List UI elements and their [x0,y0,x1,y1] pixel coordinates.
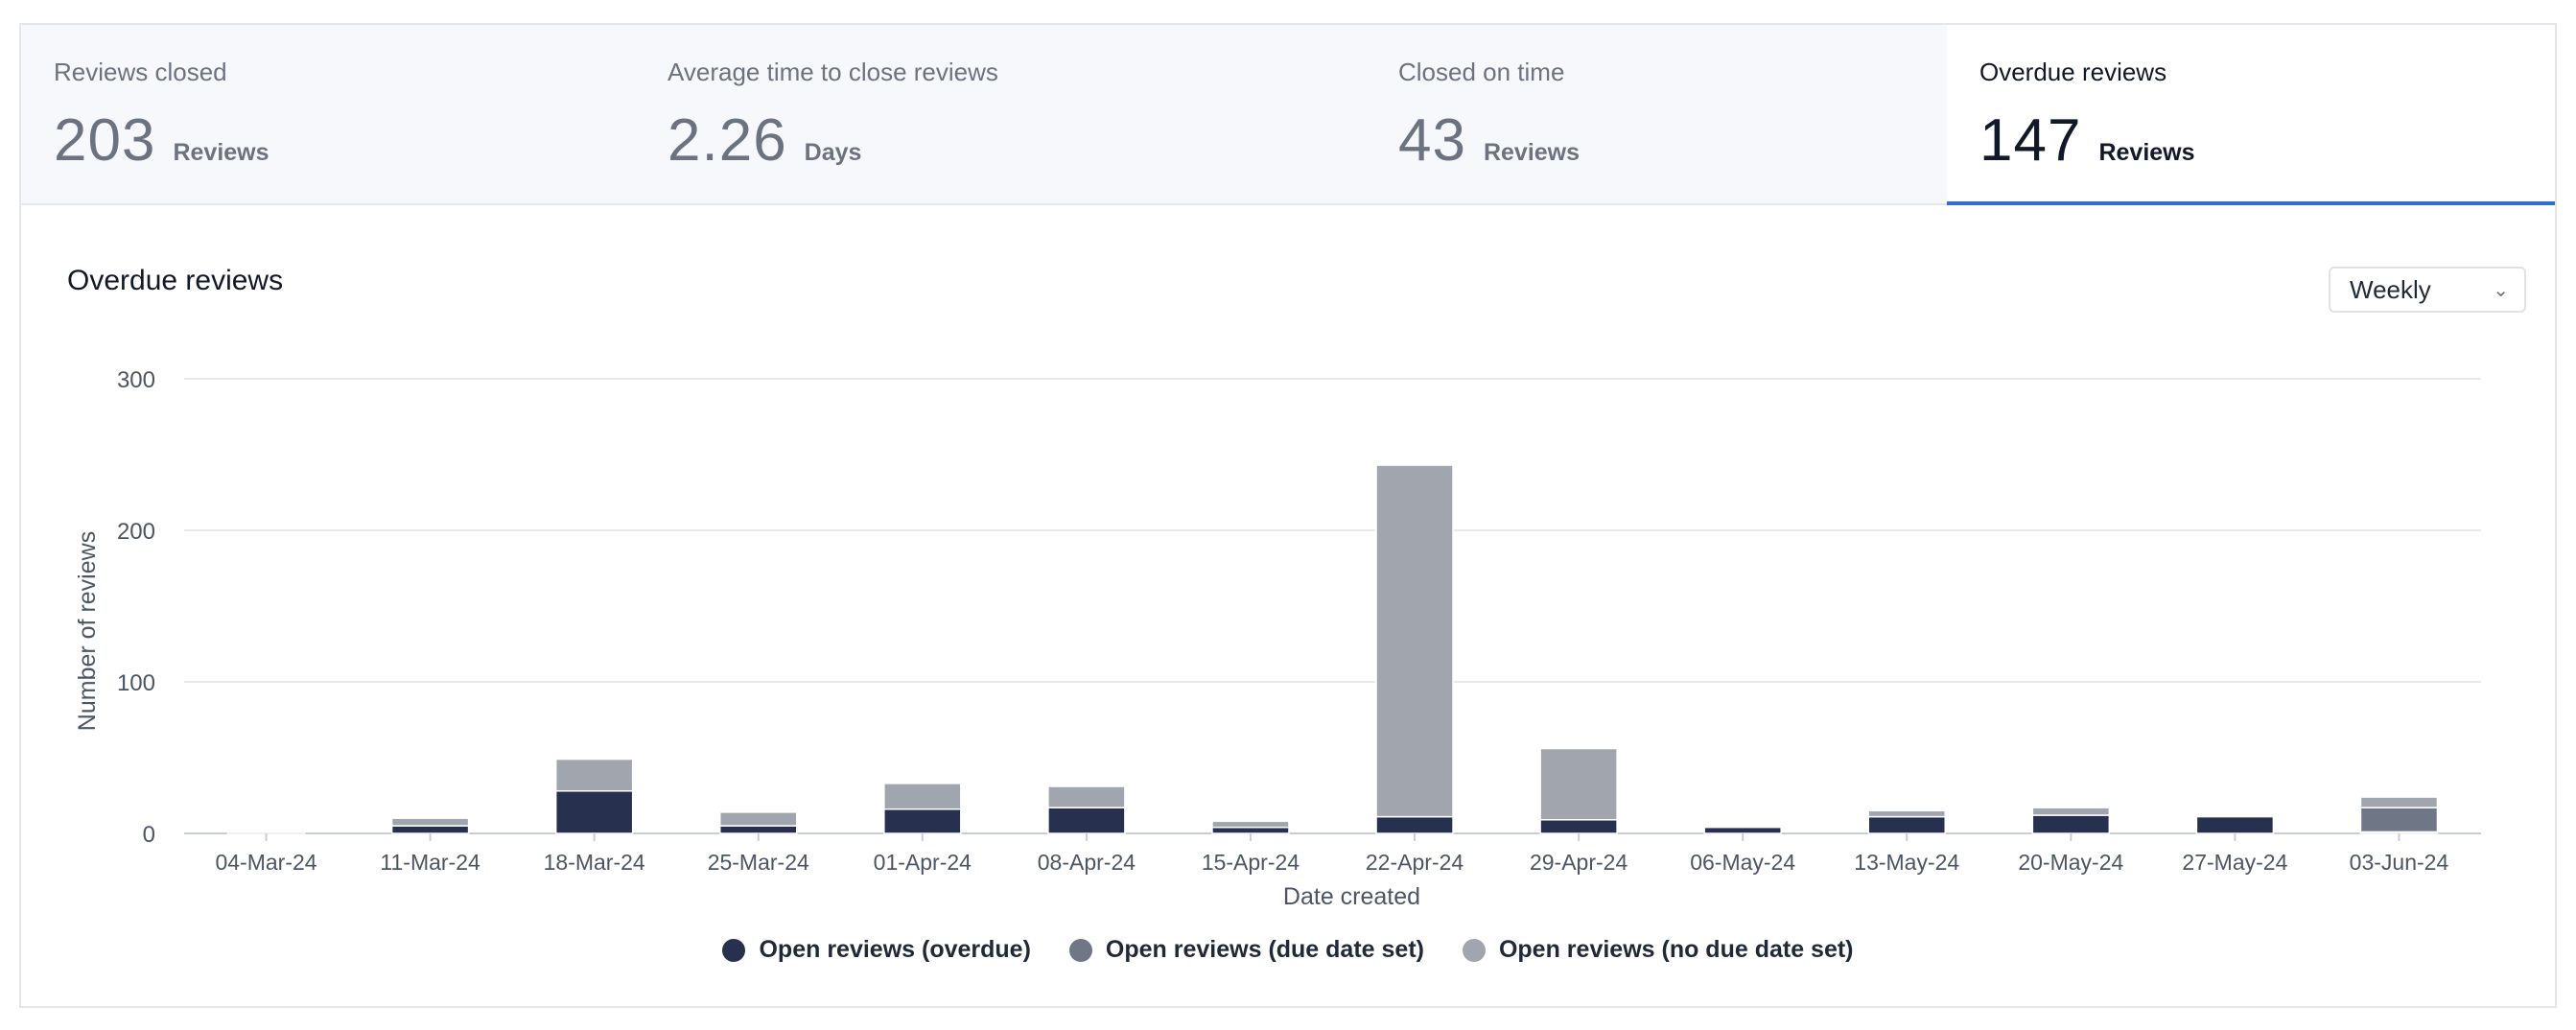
kpi-unit: Reviews [173,139,269,166]
x-tick-label: 18-Mar-24 [544,850,645,875]
x-tick-label: 08-Apr-24 [1038,850,1136,875]
bar-segment [719,825,798,834]
bar-segment [2031,814,2111,834]
dashboard-panel: Reviews closed 203 Reviews Average time t… [19,23,2557,1008]
kpi-overdue-reviews[interactable]: Overdue reviews 147 Reviews [1947,25,2555,205]
kpi-label: Reviews closed [54,58,227,86]
legend-item[interactable]: Open reviews (due date set) [1068,936,1424,964]
bar-segment [2195,815,2275,834]
bar-segment [1539,747,1618,821]
kpi-unit: Reviews [1483,139,1581,166]
period-select[interactable]: Weekly ⌄ [2329,267,2526,313]
bar-segment [1211,826,1290,834]
bar-segment [883,783,962,810]
legend-item[interactable]: Open reviews (no due date set) [1462,936,1854,964]
kpi-value: 147 [1979,107,2082,174]
kpi-closed-on-time[interactable]: Closed on time 43 Reviews [1366,25,1947,203]
y-tick-label: 100 [117,670,155,696]
legend-label: Open reviews (overdue) [759,936,1031,963]
bar-segment [390,825,470,834]
kpi-unit: Days [804,139,862,166]
x-tick-label: 01-Apr-24 [874,850,972,875]
kpi-value: 43 [1398,107,1466,174]
kpi-tabs: Reviews closed 203 Reviews Average time t… [21,25,2555,205]
bar-segment [2359,807,2439,833]
bar-segment [554,758,634,792]
chart-title: Overdue reviews [67,265,284,296]
kpi-value: 2.26 [667,107,787,174]
bar-segment [1211,820,1290,829]
bar-segment [1047,807,1126,834]
x-tick-label: 25-Mar-24 [708,850,809,875]
x-tick-label: 13-May-24 [1854,850,1959,875]
bar-segment [1867,815,1946,834]
bar-segment [883,808,962,834]
x-tick-label: 22-Apr-24 [1366,850,1464,875]
y-axis-label: Number of reviews [74,531,101,731]
x-tick-label: 15-Apr-24 [1202,850,1300,875]
bar-segment [719,811,798,827]
x-tick-label: 06-May-24 [1690,850,1795,875]
legend-swatch-icon [722,938,746,962]
kpi-label: Overdue reviews [1979,58,2167,86]
x-axis-label: Date created [1283,883,1420,910]
kpi-label: Average time to close reviews [667,58,998,86]
legend-swatch-icon [1462,938,1486,962]
bar-segment [390,817,470,827]
x-tick-label: 03-Jun-24 [2350,850,2449,875]
chevron-down-icon: ⌄ [2493,280,2509,301]
x-tick-label: 04-Mar-24 [215,850,316,875]
x-tick-label: 27-May-24 [2182,850,2287,875]
bar-segment [1703,826,1782,834]
x-tick-label: 20-May-24 [2018,850,2123,875]
y-tick-label: 200 [117,519,155,545]
bar-segment [2031,807,2111,816]
bar-segment [1539,819,1618,834]
bar-segment [1375,464,1454,818]
legend-label: Open reviews (no due date set) [1498,936,1854,963]
kpi-reviews-closed[interactable]: Reviews closed 203 Reviews [21,25,635,203]
kpi-label: Closed on time [1398,58,1565,86]
y-tick-label: 300 [117,367,155,393]
bar-segment [1375,815,1454,834]
bar-segment [1867,809,1946,818]
bar-segment [2359,796,2439,808]
kpi-average-time[interactable]: Average time to close reviews 2.26 Days [635,25,1366,203]
kpi-unit: Reviews [2098,139,2195,166]
legend-swatch-icon [1068,938,1092,962]
legend-label: Open reviews (due date set) [1105,936,1424,963]
chart-legend: Open reviews (overdue) Open reviews (due … [21,936,2555,964]
bar-segment [226,831,306,834]
legend-item[interactable]: Open reviews (overdue) [722,936,1031,964]
x-tick-label: 11-Mar-24 [380,850,480,875]
period-select-value: Weekly [2350,274,2431,304]
stacked-bar-chart: 0 100 200 300 04-Mar-24 11-Mar-24 18-Mar-24 25-… [74,367,2481,910]
x-tick-label: 29-Apr-24 [1530,850,1628,875]
bar-segment [554,790,634,834]
kpi-value: 203 [54,107,156,174]
y-tick-label: 0 [143,822,155,848]
bar-segment [1047,785,1126,808]
